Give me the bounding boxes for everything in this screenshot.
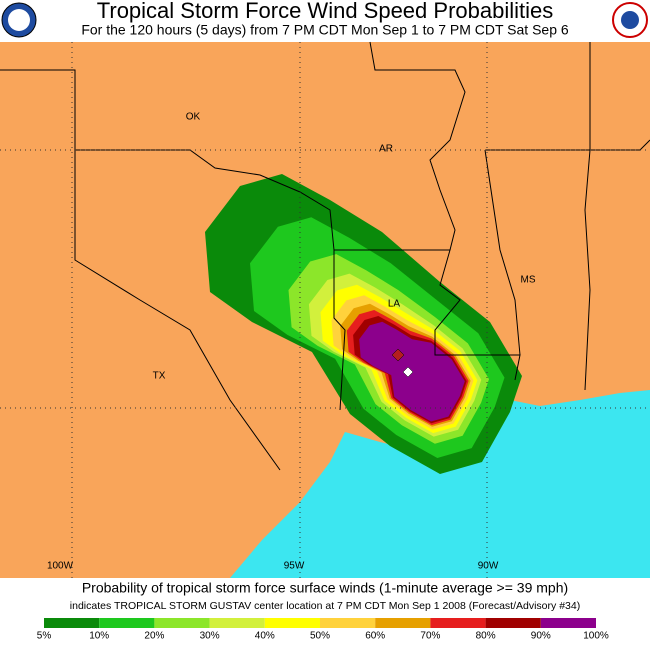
legend-label: 80% xyxy=(476,631,496,642)
noaa-logo xyxy=(1,2,37,38)
legend-label: 20% xyxy=(144,631,164,642)
probability-contours xyxy=(205,174,522,474)
title: Tropical Storm Force Wind Speed Probabil… xyxy=(97,0,553,23)
legend-label: 40% xyxy=(255,631,275,642)
legend-label: 5% xyxy=(37,631,52,642)
legend-swatch xyxy=(264,618,320,628)
longitude-label: 90W xyxy=(478,561,499,572)
state-label: TX xyxy=(153,371,166,382)
borders xyxy=(0,41,650,471)
legend-label: 10% xyxy=(89,631,109,642)
storm-center-marker xyxy=(402,366,414,378)
longitude-label: 100W xyxy=(47,561,74,572)
state-label: OK xyxy=(186,112,201,123)
nws-logo xyxy=(612,2,648,38)
state-label: LA xyxy=(388,299,401,310)
legend-swatch xyxy=(99,618,155,628)
legend-swatch xyxy=(44,618,100,628)
legend: 5% 10% 20% 30% 40% 50% 60% 70% 80% 90% 100% xyxy=(37,618,609,642)
note: indicates TROPICAL STORM GUSTAV center l… xyxy=(70,600,580,612)
state-label: MS xyxy=(521,275,536,286)
gulf-water xyxy=(230,390,650,578)
graticule xyxy=(0,42,650,578)
legend-swatch xyxy=(320,618,376,628)
legend-swatch xyxy=(430,618,486,628)
map-labels: OK AR MS TX LA 100W 95W 90W xyxy=(47,112,536,572)
legend-swatch xyxy=(209,618,265,628)
legend-swatch xyxy=(540,618,596,628)
subtitle: For the 120 hours (5 days) from 7 PM CDT… xyxy=(81,22,569,38)
state-label: AR xyxy=(379,144,393,155)
legend-label: 50% xyxy=(310,631,330,642)
legend-swatch xyxy=(375,618,431,628)
legend-label: 60% xyxy=(365,631,385,642)
longitude-label: 95W xyxy=(284,561,305,572)
caption: Probability of tropical storm force surf… xyxy=(82,580,568,596)
legend-label: 100% xyxy=(583,631,609,642)
legend-label: 30% xyxy=(200,631,220,642)
legend-swatch xyxy=(154,618,210,628)
legend-label: 70% xyxy=(420,631,440,642)
legend-swatch xyxy=(485,618,541,628)
legend-label: 90% xyxy=(531,631,551,642)
storm-marker-forecast xyxy=(391,348,405,362)
